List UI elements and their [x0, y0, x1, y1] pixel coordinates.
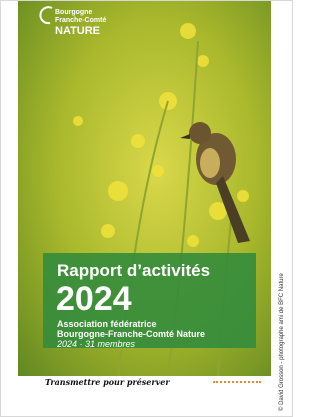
cover-page: Bourgogne Franche-Comté NATURE Rapport d…	[0, 0, 293, 417]
logo-mark	[38, 5, 54, 25]
tagline: Transmettre pour préserver	[45, 377, 170, 387]
members: 2024 · 31 membres	[57, 339, 135, 350]
report-title: Rapport d’activités	[57, 261, 210, 281]
report-year: 2024	[56, 281, 132, 317]
page-body: Bourgogne Franche-Comté NATURE Rapport d…	[0, 0, 293, 417]
dotted-rule	[213, 381, 261, 383]
logo-name: NATURE	[55, 25, 100, 37]
photo-credit: © David Grosson - photographe ami de BFC…	[279, 273, 285, 411]
logo-line: Bourgogne	[55, 9, 92, 17]
title-box: Rapport d’activités 2024 Association féd…	[43, 253, 256, 348]
logo-line: Franche-Comté	[55, 17, 106, 25]
